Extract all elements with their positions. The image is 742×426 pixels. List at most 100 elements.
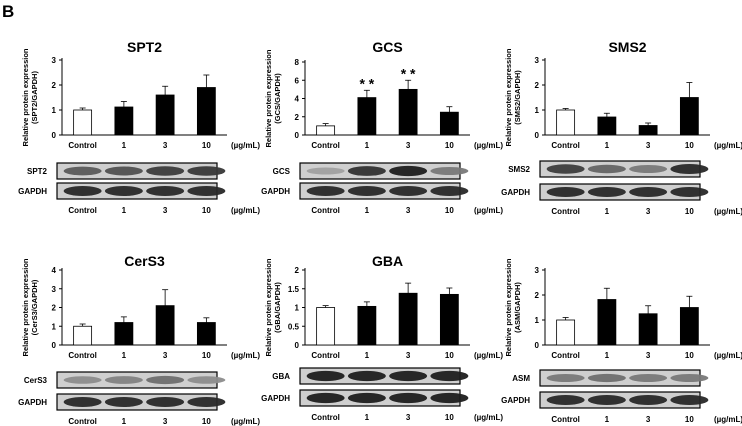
y-axis-label: Relative protein expression — [21, 48, 30, 146]
bar-10 — [439, 293, 459, 346]
blot-label: GAPDH — [501, 188, 530, 197]
bar-control — [316, 307, 336, 346]
blot-band — [389, 370, 428, 382]
y-tick-label: 0 — [535, 341, 540, 350]
y-tick-label: 0 — [295, 131, 300, 140]
y-tick-label: 2 — [295, 113, 300, 122]
blot-band — [63, 376, 102, 384]
blot-band — [306, 167, 345, 175]
blot-band — [146, 166, 185, 176]
blot-band — [347, 166, 386, 176]
chart-panel-gba: GBA Relative protein expression (GBA/GAPDH… — [261, 253, 503, 422]
y-tick-label: 0.5 — [288, 322, 300, 331]
bar-control — [556, 319, 576, 346]
unit-label: (µg/mL) — [474, 141, 503, 150]
blot-label: GAPDH — [18, 187, 47, 196]
blot-band — [63, 397, 102, 407]
x-category-label: 10 — [685, 141, 694, 150]
blot-band — [306, 186, 345, 196]
blot-band — [546, 395, 585, 405]
blot-band — [63, 166, 102, 176]
bar-10 — [439, 111, 459, 136]
y-tick-label: 1.5 — [288, 285, 300, 294]
bar-10 — [196, 322, 216, 346]
blot-lane-label: 3 — [163, 417, 168, 426]
blot-band — [587, 395, 626, 405]
bar-1 — [597, 116, 617, 136]
bar-1 — [357, 97, 377, 136]
y-tick-label: 1 — [535, 106, 540, 115]
blot-lane-label: 10 — [445, 206, 454, 215]
x-category-label: 10 — [202, 141, 211, 150]
bar-control — [556, 109, 576, 136]
y-tick-label: 1 — [295, 304, 300, 313]
y-axis-label: Relative protein expression — [264, 258, 273, 356]
bar-10 — [196, 87, 216, 136]
unit-label: (µg/mL) — [474, 206, 503, 215]
blot-band — [629, 374, 668, 382]
bar-3 — [398, 88, 418, 136]
unit-label: (µg/mL) — [231, 141, 260, 150]
blot-band — [430, 370, 469, 382]
y-axis-label: Relative protein expression — [264, 49, 273, 147]
x-category-label: 3 — [406, 351, 411, 360]
unit-label: (µg/mL) — [231, 206, 260, 215]
bar-control — [316, 125, 336, 136]
blot-band — [187, 186, 226, 196]
y-tick-label: 6 — [295, 76, 300, 85]
x-category-label: 1 — [605, 141, 610, 150]
x-category-label: Control — [311, 351, 339, 360]
x-category-label: Control — [551, 351, 579, 360]
x-category-label: 3 — [646, 141, 651, 150]
x-category-label: 1 — [122, 351, 127, 360]
blot-band — [587, 164, 626, 174]
y-axis-label: Relative protein expression — [21, 258, 30, 356]
x-category-label: Control — [68, 141, 96, 150]
blot-band — [430, 392, 469, 404]
blot-label: ASM — [512, 374, 530, 383]
blot-lane-label: Control — [551, 207, 579, 216]
y-tick-label: 0 — [52, 131, 57, 140]
blot-lane-label: 10 — [685, 415, 694, 424]
bar-1 — [597, 299, 617, 346]
chart-panel-asm: Relative protein expression (ASM/GAPDH) 0 1… — [501, 258, 742, 424]
significance-marker: * * — [401, 65, 416, 81]
y-tick-label: 1 — [535, 316, 540, 325]
blot-band — [389, 186, 428, 196]
blot-band — [347, 370, 386, 382]
y-tick-label: 1 — [52, 106, 57, 115]
bar-control — [73, 325, 93, 346]
unit-label: (µg/mL) — [714, 207, 742, 216]
blot-band — [670, 374, 709, 382]
chart-panel-cers3: CerS3 Relative protein expression (CerS3/G… — [18, 253, 260, 426]
blot-band — [104, 397, 143, 407]
blot-lane-label: 3 — [406, 413, 411, 422]
blot-lane-label: 1 — [122, 206, 127, 215]
y-tick-label: 3 — [52, 285, 57, 294]
y-axis-label: Relative protein expression — [504, 258, 513, 356]
y-tick-label: 8 — [295, 58, 300, 67]
panel-label: B — [2, 2, 14, 21]
y-tick-label: 0 — [52, 341, 57, 350]
blot-lane-label: Control — [311, 413, 339, 422]
unit-label: (µg/mL) — [231, 351, 260, 360]
blot-lane-label: Control — [68, 206, 96, 215]
blot-band — [629, 165, 668, 173]
bar-3 — [155, 94, 175, 136]
blot-band — [430, 167, 469, 175]
blot-band — [187, 376, 226, 384]
blot-band — [104, 186, 143, 196]
x-category-label: 1 — [365, 351, 370, 360]
blot-band — [389, 165, 428, 177]
blot-label: SPT2 — [27, 167, 48, 176]
x-category-label: 1 — [605, 351, 610, 360]
y-axis-label: (GBA/GAPDH) — [273, 282, 282, 333]
bar-control — [73, 109, 93, 136]
blot-label: GAPDH — [261, 187, 290, 196]
blot-band — [670, 164, 709, 174]
blot-lane-label: 1 — [365, 413, 370, 422]
blot-lane-label: Control — [68, 417, 96, 426]
blot-band — [546, 374, 585, 382]
